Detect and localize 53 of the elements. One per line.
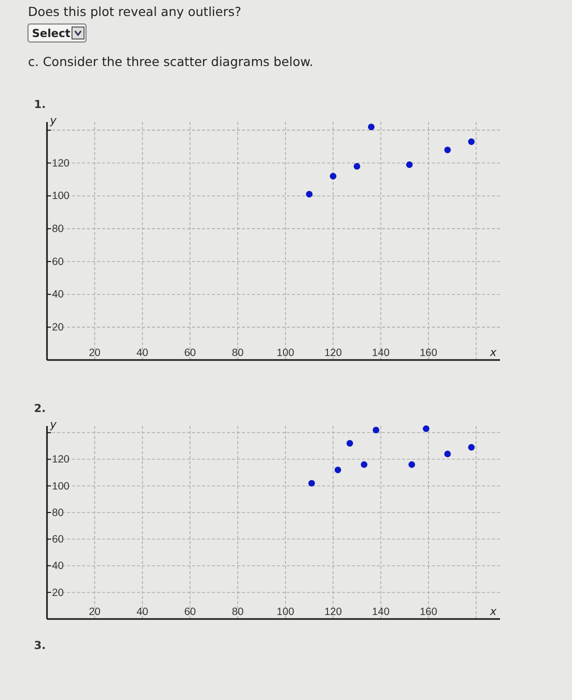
text: c. Consider the three scatter diagrams below. xyxy=(28,54,314,69)
x-tick-label: 80 xyxy=(232,606,244,618)
x-tick-label: 140 xyxy=(372,606,390,618)
y-tick-label: 40 xyxy=(52,288,64,301)
chart-title: 1. xyxy=(34,98,46,111)
y-tick-label: 20 xyxy=(52,586,64,599)
y-tick-label: 120 xyxy=(52,157,70,170)
x-tick-label: 60 xyxy=(184,606,196,618)
x-tick-label: 120 xyxy=(324,347,342,359)
point xyxy=(330,172,336,180)
y-tick-label: 100 xyxy=(52,480,70,492)
x-tick-label: 100 xyxy=(276,606,294,618)
text: Does this plot reveal any outliers? xyxy=(28,4,242,19)
x-tick-label: 160 xyxy=(420,347,438,359)
x-tick-label: 160 xyxy=(420,606,438,618)
y-tick-label: 100 xyxy=(52,190,70,202)
chart-title: 2. xyxy=(34,402,46,415)
x-axis-title: x xyxy=(489,346,497,359)
text: 3. xyxy=(34,639,46,652)
point xyxy=(354,163,360,170)
point xyxy=(360,461,368,468)
y-tick-label: 120 xyxy=(52,454,70,466)
y-axis-title: y xyxy=(49,114,57,127)
point xyxy=(372,426,380,434)
y-tick-label: 80 xyxy=(52,223,64,236)
y-tick-label: 40 xyxy=(52,560,64,572)
point xyxy=(468,138,475,145)
point xyxy=(422,425,430,432)
point xyxy=(306,190,313,198)
y-tick-label: 80 xyxy=(52,506,64,519)
point xyxy=(368,124,375,130)
x-tick-label: 80 xyxy=(232,347,244,359)
x-tick-label: 20 xyxy=(88,347,101,359)
y-tick-label: 60 xyxy=(52,534,64,546)
x-tick-label: 100 xyxy=(276,347,294,359)
point xyxy=(334,466,342,474)
point xyxy=(406,161,413,168)
y-tick-label: 60 xyxy=(52,256,64,268)
x-tick-label: 20 xyxy=(88,606,101,618)
y-axis-title: y xyxy=(49,418,57,431)
x-axis-title: x xyxy=(489,605,497,618)
point xyxy=(408,461,416,468)
point xyxy=(308,480,315,487)
point xyxy=(444,450,451,458)
x-tick-label: 40 xyxy=(136,606,148,618)
x-tick-label: 140 xyxy=(372,347,390,359)
point xyxy=(346,440,354,447)
y-tick-label: 20 xyxy=(52,322,64,334)
x-tick-label: 120 xyxy=(324,606,342,618)
x-tick-label: 60 xyxy=(184,347,196,359)
point xyxy=(444,146,451,154)
point xyxy=(468,444,475,451)
x-tick-label: 40 xyxy=(136,347,148,359)
